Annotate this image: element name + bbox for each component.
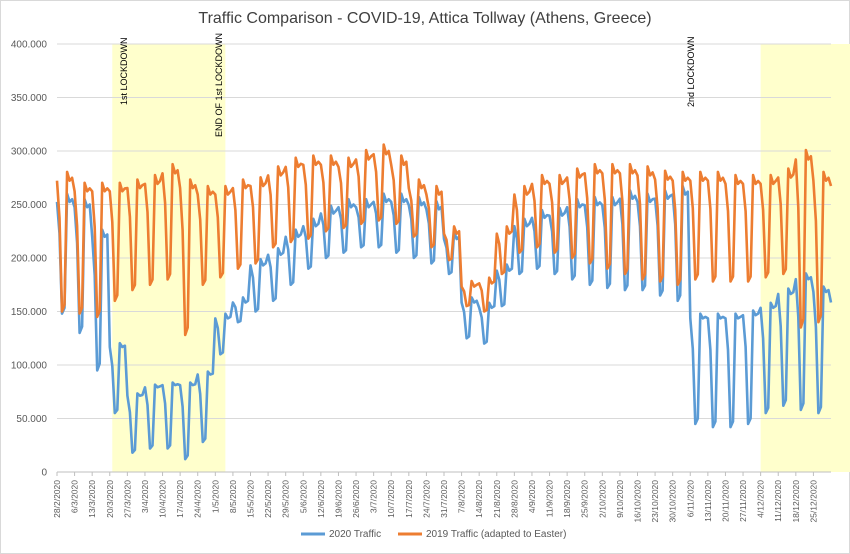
x-tick-label: 29/5/2020	[281, 480, 291, 518]
y-tick-label: 300.000	[11, 147, 48, 158]
y-axis-ticks: 0 50.000 100.000 150.000 200.000 250.000 300.0…	[11, 40, 48, 479]
x-tick-label: 4/12/2020	[756, 480, 766, 518]
series-lines	[55, 143, 833, 461]
x-tick-label: 18/12/2020	[791, 480, 801, 523]
x-tick-label: 6/11/2020	[685, 480, 695, 517]
x-tick-label: 1/5/2020	[210, 480, 220, 513]
x-tick-label: 13/3/2020	[87, 480, 97, 518]
y-tick-label: 150.000	[11, 307, 48, 318]
x-tick-label: 18/9/2020	[562, 480, 572, 518]
x-tick-label: 3/4/2020	[140, 480, 150, 513]
x-tick-label: 20/11/2020	[720, 480, 730, 522]
annotation-lockdown2: 2nd LOCKDOWN	[686, 36, 696, 107]
x-tick-label: 28/8/2020	[509, 480, 519, 518]
y-tick-label: 400.000	[11, 40, 48, 51]
legend-label-2020: 2020 Traffic	[329, 529, 381, 540]
annotation-end-lockdown1: END OF 1st LOCKDOWN	[214, 33, 224, 137]
x-tick-label: 23/10/2020	[650, 480, 660, 523]
x-tick-label: 17/4/2020	[175, 480, 185, 518]
y-tick-label: 50.000	[16, 414, 47, 425]
chart-title: Traffic Comparison - COVID-19, Attica To…	[198, 10, 652, 27]
x-tick-label: 9/10/2020	[615, 480, 625, 518]
annotations: 1st LOCKDOWN END OF 1st LOCKDOWN 2nd LOC…	[119, 33, 696, 137]
x-tick-label: 12/6/2020	[316, 480, 326, 518]
x-tick-label: 4/9/2020	[527, 480, 537, 513]
x-tick-label: 26/6/2020	[351, 480, 361, 518]
x-tick-label: 25/9/2020	[580, 480, 590, 518]
x-tick-label: 3/7/2020	[369, 480, 379, 513]
x-tick-label: 5/6/2020	[298, 480, 308, 513]
y-tick-label: 200.000	[11, 254, 48, 265]
x-tick-label: 24/4/2020	[193, 480, 203, 518]
x-tick-label: 6/3/2020	[70, 480, 80, 513]
x-tick-label: 13/11/2020	[703, 480, 713, 522]
x-tick-label: 24/7/2020	[421, 480, 431, 518]
x-tick-label: 15/5/2020	[246, 480, 256, 518]
x-tick-label: 11/12/2020	[773, 480, 783, 522]
x-tick-label: 17/7/2020	[404, 480, 414, 518]
series-line-2019	[55, 143, 833, 337]
x-tick-label: 19/6/2020	[333, 480, 343, 518]
x-tick-label: 20/3/2020	[105, 480, 115, 518]
x-tick-label: 22/5/2020	[263, 480, 273, 518]
x-tick-label: 21/8/2020	[492, 480, 502, 518]
x-tick-label: 7/8/2020	[457, 480, 467, 513]
x-tick-label: 8/5/2020	[228, 480, 238, 513]
x-tick-label: 28/2/2020	[52, 480, 62, 518]
x-tick-label: 27/11/2020	[738, 480, 748, 522]
x-tick-label: 25/12/2020	[808, 480, 818, 523]
x-tick-label: 2/10/2020	[597, 480, 607, 518]
y-tick-label: 100.000	[11, 361, 48, 372]
x-tick-label: 27/3/2020	[122, 480, 132, 518]
y-tick-label: 350.000	[11, 93, 48, 104]
x-tick-label: 30/10/2020	[668, 480, 678, 523]
legend-label-2019: 2019 Traffic (adapted to Easter)	[426, 529, 566, 540]
x-axis-ticks: 28/2/2020 6/3/2020 13/3/2020 20/3/2020 27/3/…	[52, 472, 818, 523]
annotation-lockdown1: 1st LOCKDOWN	[119, 37, 129, 105]
x-tick-label: 11/9/2020	[545, 480, 555, 517]
y-tick-label: 250.000	[11, 200, 48, 211]
series-line-2020	[55, 184, 833, 461]
x-tick-label: 31/7/2020	[439, 480, 449, 518]
y-tick-label: 0	[41, 468, 47, 479]
x-tick-label: 10/7/2020	[386, 480, 396, 518]
legend: 2020 Traffic 2019 Traffic (adapted to Ea…	[301, 529, 566, 540]
x-tick-label: 16/10/2020	[633, 480, 643, 523]
x-tick-label: 10/4/2020	[158, 480, 168, 518]
x-tick-label: 14/8/2020	[474, 480, 484, 518]
